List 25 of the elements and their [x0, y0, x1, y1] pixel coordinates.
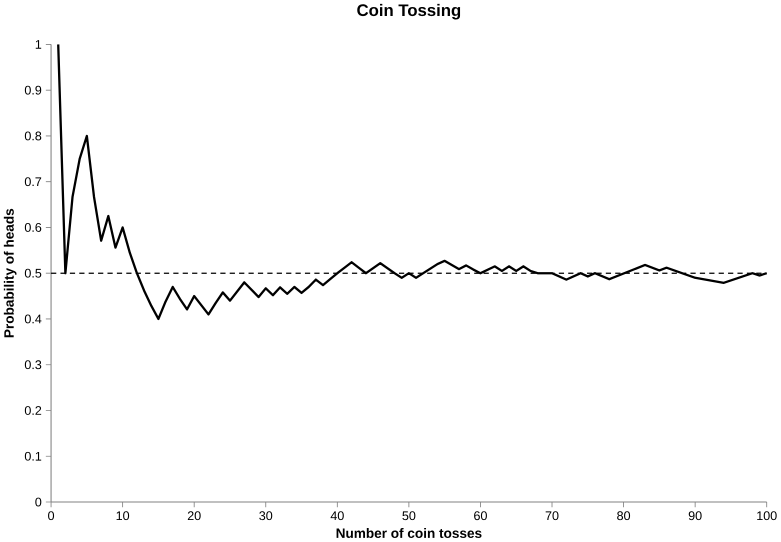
- x-axis-title: Number of coin tosses: [336, 528, 482, 538]
- y-axis-title: Probability of heads: [4, 208, 16, 338]
- y-tick-label: 0.3: [24, 360, 42, 370]
- x-tick-label: 10: [116, 511, 130, 520]
- y-tick-label: 0.7: [24, 177, 42, 186]
- x-tick-label: 30: [259, 511, 272, 520]
- x-tick-label: 40: [330, 511, 344, 520]
- y-tick-label: 0: [35, 498, 42, 507]
- x-tick-label: 20: [188, 511, 201, 520]
- x-tick-label: 90: [688, 511, 702, 520]
- y-tick-label: 0.4: [24, 314, 42, 324]
- y-tick-label: 0.2: [24, 406, 42, 416]
- chart-title: Coin Tossing: [357, 4, 460, 20]
- x-tick-label: 100: [757, 511, 777, 520]
- x-tick-label: 50: [402, 511, 416, 520]
- y-tick-label: 0.5: [24, 268, 42, 278]
- x-tick-label: 80: [617, 511, 630, 520]
- y-tick-label: 1: [36, 40, 42, 49]
- y-tick-label: 0.1: [24, 452, 42, 461]
- y-tick-label: 0.9: [24, 86, 42, 95]
- y-tick-label: 0.6: [24, 223, 42, 232]
- x-tick-label: 70: [546, 511, 558, 520]
- x-tick-label: 60: [474, 511, 487, 520]
- x-tick-label: 0: [48, 511, 54, 520]
- y-tick-label: 0.8: [24, 132, 42, 140]
